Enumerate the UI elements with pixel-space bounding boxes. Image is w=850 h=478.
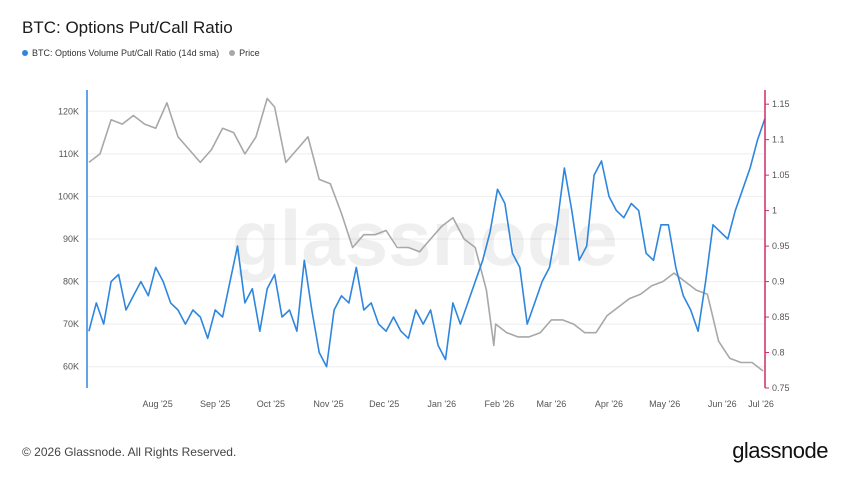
x-axis-tick-label: May '26 <box>649 399 680 409</box>
right-axis-tick-label: 1.15 <box>772 99 790 109</box>
legend-price-dot <box>229 50 236 56</box>
x-axis-tick-label: Mar '26 <box>537 399 567 409</box>
x-axis-tick-label: Jan '26 <box>427 399 456 409</box>
legend-item-price[interactable]: Price <box>229 48 260 58</box>
right-axis-tick-label: 0.75 <box>772 383 790 393</box>
x-axis-tick-label: Nov '25 <box>313 399 343 409</box>
chart-title: BTC: Options Put/Call Ratio <box>22 18 233 37</box>
right-axis-tick-label: 0.8 <box>772 348 785 358</box>
x-axis-tick-label: Oct '25 <box>257 399 285 409</box>
x-axis-tick-label: Aug '25 <box>142 399 172 409</box>
right-axis-tick-label: 0.9 <box>772 277 785 287</box>
right-axis-tick-label: 1 <box>772 206 777 216</box>
legend-ratio-label: BTC: Options Volume Put/Call Ratio (14d … <box>32 48 220 58</box>
right-axis-tick-label: 1.1 <box>772 135 785 145</box>
footer-copyright: © 2026 Glassnode. All Rights Reserved. <box>22 445 237 459</box>
watermark: glassnode <box>232 194 618 282</box>
left-axis-tick-label: 100K <box>58 191 79 201</box>
legend-price-label: Price <box>239 48 260 58</box>
ratio-series-layer <box>88 118 766 368</box>
x-axis-tick-label: Feb '26 <box>484 399 514 409</box>
legend-item-ratio[interactable]: BTC: Options Volume Put/Call Ratio (14d … <box>22 48 219 58</box>
left-axis-tick-label: 80K <box>63 277 79 287</box>
x-axis-tick-label: Dec '25 <box>369 399 399 409</box>
left-axis-tick-label: 110K <box>59 149 79 159</box>
x-axis-tick-label: Jul '26 <box>748 399 774 409</box>
brand-logo: glassnode <box>732 438 828 463</box>
left-axis-tick-label: 70K <box>63 319 79 329</box>
put-call-ratio-line <box>88 118 766 368</box>
left-axis-tick-label: 120K <box>58 106 79 116</box>
legend-ratio-dot <box>22 50 28 56</box>
right-axis-tick-label: 1.05 <box>772 170 790 180</box>
grid-layer <box>87 110 765 368</box>
x-axis-tick-label: Sep '25 <box>200 399 230 409</box>
left-axis-tick-label: 60K <box>63 362 79 372</box>
right-axis-tick-label: 0.85 <box>772 312 790 322</box>
x-axis-tick-label: Apr '26 <box>595 399 623 409</box>
left-axis-tick-label: 90K <box>63 234 79 244</box>
price-series-layer <box>88 97 764 372</box>
price-line <box>88 97 764 372</box>
right-axis-tick-label: 0.95 <box>772 241 790 251</box>
x-axis-tick-label: Jun '26 <box>708 399 737 409</box>
legend: BTC: Options Volume Put/Call Ratio (14d … <box>22 48 260 58</box>
axis-layer: 60K 70K 80K 90K 100K 110K 120K 0.75 0.8 0.85 0.9 0.… <box>58 90 790 409</box>
